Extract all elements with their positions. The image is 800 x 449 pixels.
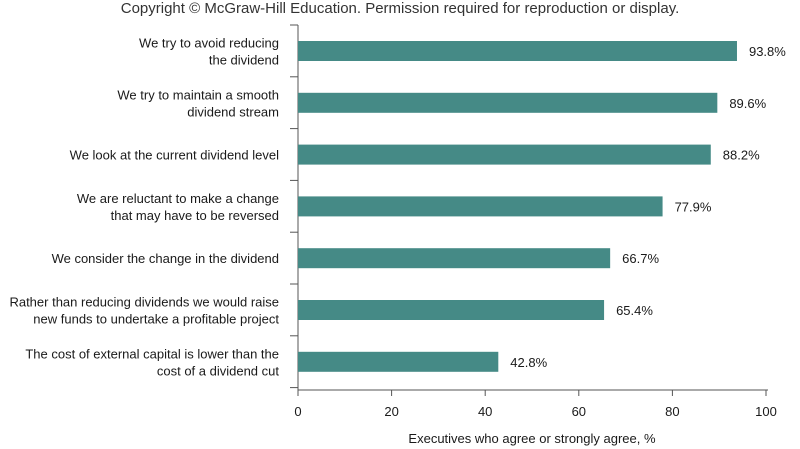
- value-labels: 93.8% 89.6% 88.2% 77.9% 66.7% 65.4% 42.8%: [510, 44, 786, 370]
- category-labels: We try to avoid reducing the dividend We t…: [9, 36, 279, 379]
- category-label: We try to avoid reducing the dividend: [139, 36, 279, 68]
- x-tick-label: 60: [572, 404, 586, 419]
- bar: [298, 300, 605, 320]
- x-tick-label: 0: [294, 404, 301, 419]
- x-tick-label: 80: [665, 404, 679, 419]
- x-tick-label: 100: [755, 404, 777, 419]
- category-label: The cost of external capital is lower th…: [25, 346, 279, 378]
- value-label: 88.2%: [723, 148, 760, 163]
- x-ticks: 0 20 40 60 80 100: [294, 390, 777, 419]
- x-axis-title: Executives who agree or strongly agree, …: [408, 431, 656, 446]
- x-tick-label: 20: [384, 404, 398, 419]
- bar: [298, 92, 718, 113]
- category-label: Rather than reducing dividends we would …: [9, 295, 279, 327]
- value-label: 93.8%: [749, 44, 786, 59]
- bars: [298, 41, 737, 372]
- copyright-notice: Copyright © McGraw-Hill Education. Permi…: [120, 0, 680, 17]
- bar: [298, 41, 737, 61]
- bar: [298, 248, 611, 269]
- x-tick-label: 40: [478, 404, 492, 419]
- value-label: 89.6%: [729, 96, 766, 111]
- category-label: We are reluctant to make a change that ma…: [77, 191, 279, 223]
- value-label: 77.9%: [675, 199, 712, 214]
- bar: [298, 196, 663, 217]
- bar: [298, 144, 711, 165]
- category-label: We consider the change in the dividend: [52, 251, 279, 266]
- value-label: 66.7%: [622, 251, 659, 266]
- bar: [298, 351, 499, 372]
- category-label: We look at the current dividend level: [70, 148, 279, 163]
- value-label: 42.8%: [510, 355, 547, 370]
- category-label: We try to maintain a smooth dividend stre…: [117, 87, 279, 119]
- value-label: 65.4%: [616, 303, 653, 318]
